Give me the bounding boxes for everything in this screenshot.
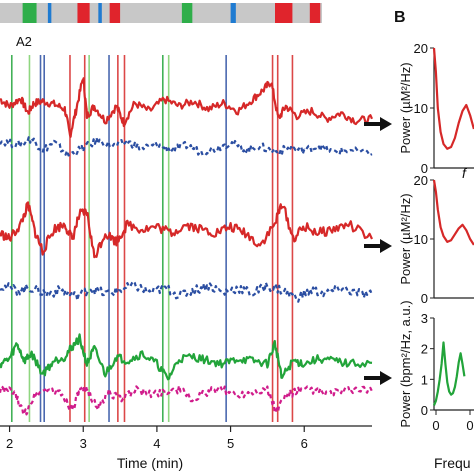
spectrum-ytick-label-2-0: 0: [421, 291, 428, 306]
spectrum-ytick-label-1-10: 10: [414, 101, 428, 116]
time-tick-label-3: 3: [80, 436, 87, 451]
time-tick-label-5: 5: [227, 436, 234, 451]
state-segment-2: [77, 3, 90, 23]
arrow-row-1: [364, 117, 392, 131]
trace-row3-green: [0, 333, 373, 381]
row-arrows: [364, 117, 392, 385]
time-tick-label-2: 2: [6, 436, 13, 451]
spectrum-ytick-label-3-2: 2: [421, 342, 428, 357]
spectrum-xtick-label-1: 0: [466, 418, 473, 433]
spectrum-ytick-label-3-0: 0: [421, 403, 428, 418]
panel-label-b: B: [394, 9, 406, 26]
spectrum-ytick-label-1-20: 20: [414, 41, 428, 56]
state-segment-8: [309, 3, 321, 23]
state-segment-0: [22, 3, 37, 23]
time-tick-label-4: 4: [153, 436, 160, 451]
spectrum-ylabel-2: Power (µM²/Hz): [398, 193, 413, 284]
spectrum-curve-3-0: [432, 341, 466, 406]
arrow-row-2: [364, 239, 392, 253]
state-segment-1: [47, 3, 52, 23]
spectrum-ylabel-1: Power (µM²/Hz): [398, 62, 413, 153]
time-axis: 2 3 4 5 6 Time (min): [0, 425, 372, 471]
spectrum-ytick-label-3-1: 1: [421, 372, 428, 387]
spectrum-ytick-label-1-0: 0: [421, 161, 428, 176]
spectrum-curve-2-0: [432, 179, 474, 246]
spectrum-xlabel: Frequ: [434, 455, 471, 471]
state-bar: [0, 3, 322, 23]
trace-row3-magenta: [0, 384, 374, 416]
spectrum-ytick-label-2-20: 20: [414, 173, 428, 188]
trace-row2-blue: [0, 280, 374, 303]
spectrum-annotation-f: f: [462, 165, 468, 181]
spectrum-ylabel-3: Power (bpm²/Hz, a.u.): [398, 300, 413, 427]
spectrum-curve-1-0: [432, 47, 474, 150]
state-segment-3: [98, 3, 102, 23]
spectrum-xtick-label-0: 0: [432, 418, 439, 433]
state-segment-4: [109, 3, 121, 23]
spectrum-panel-3: 0 1 2 3 Power (bpm²/Hz, a.u.): [398, 300, 474, 428]
state-segment-6: [230, 3, 236, 23]
trace-row1-blue: [0, 136, 373, 157]
spectrum-ytick-label-3-3: 3: [421, 311, 428, 326]
trace-row2-red: [0, 201, 373, 259]
time-tick-label-6: 6: [301, 436, 308, 451]
time-traces: [0, 77, 374, 416]
panel-label-a2: A2: [16, 34, 32, 49]
state-segment-5: [181, 3, 193, 23]
time-axis-ticks: 2 3 4 5 6: [6, 426, 308, 451]
trace-row1-red: [0, 77, 374, 138]
spectrum-ytick-label-2-10: 10: [414, 232, 428, 247]
state-segment-7: [275, 3, 293, 23]
arrow-row-3: [364, 371, 392, 385]
time-axis-title: Time (min): [117, 455, 183, 471]
